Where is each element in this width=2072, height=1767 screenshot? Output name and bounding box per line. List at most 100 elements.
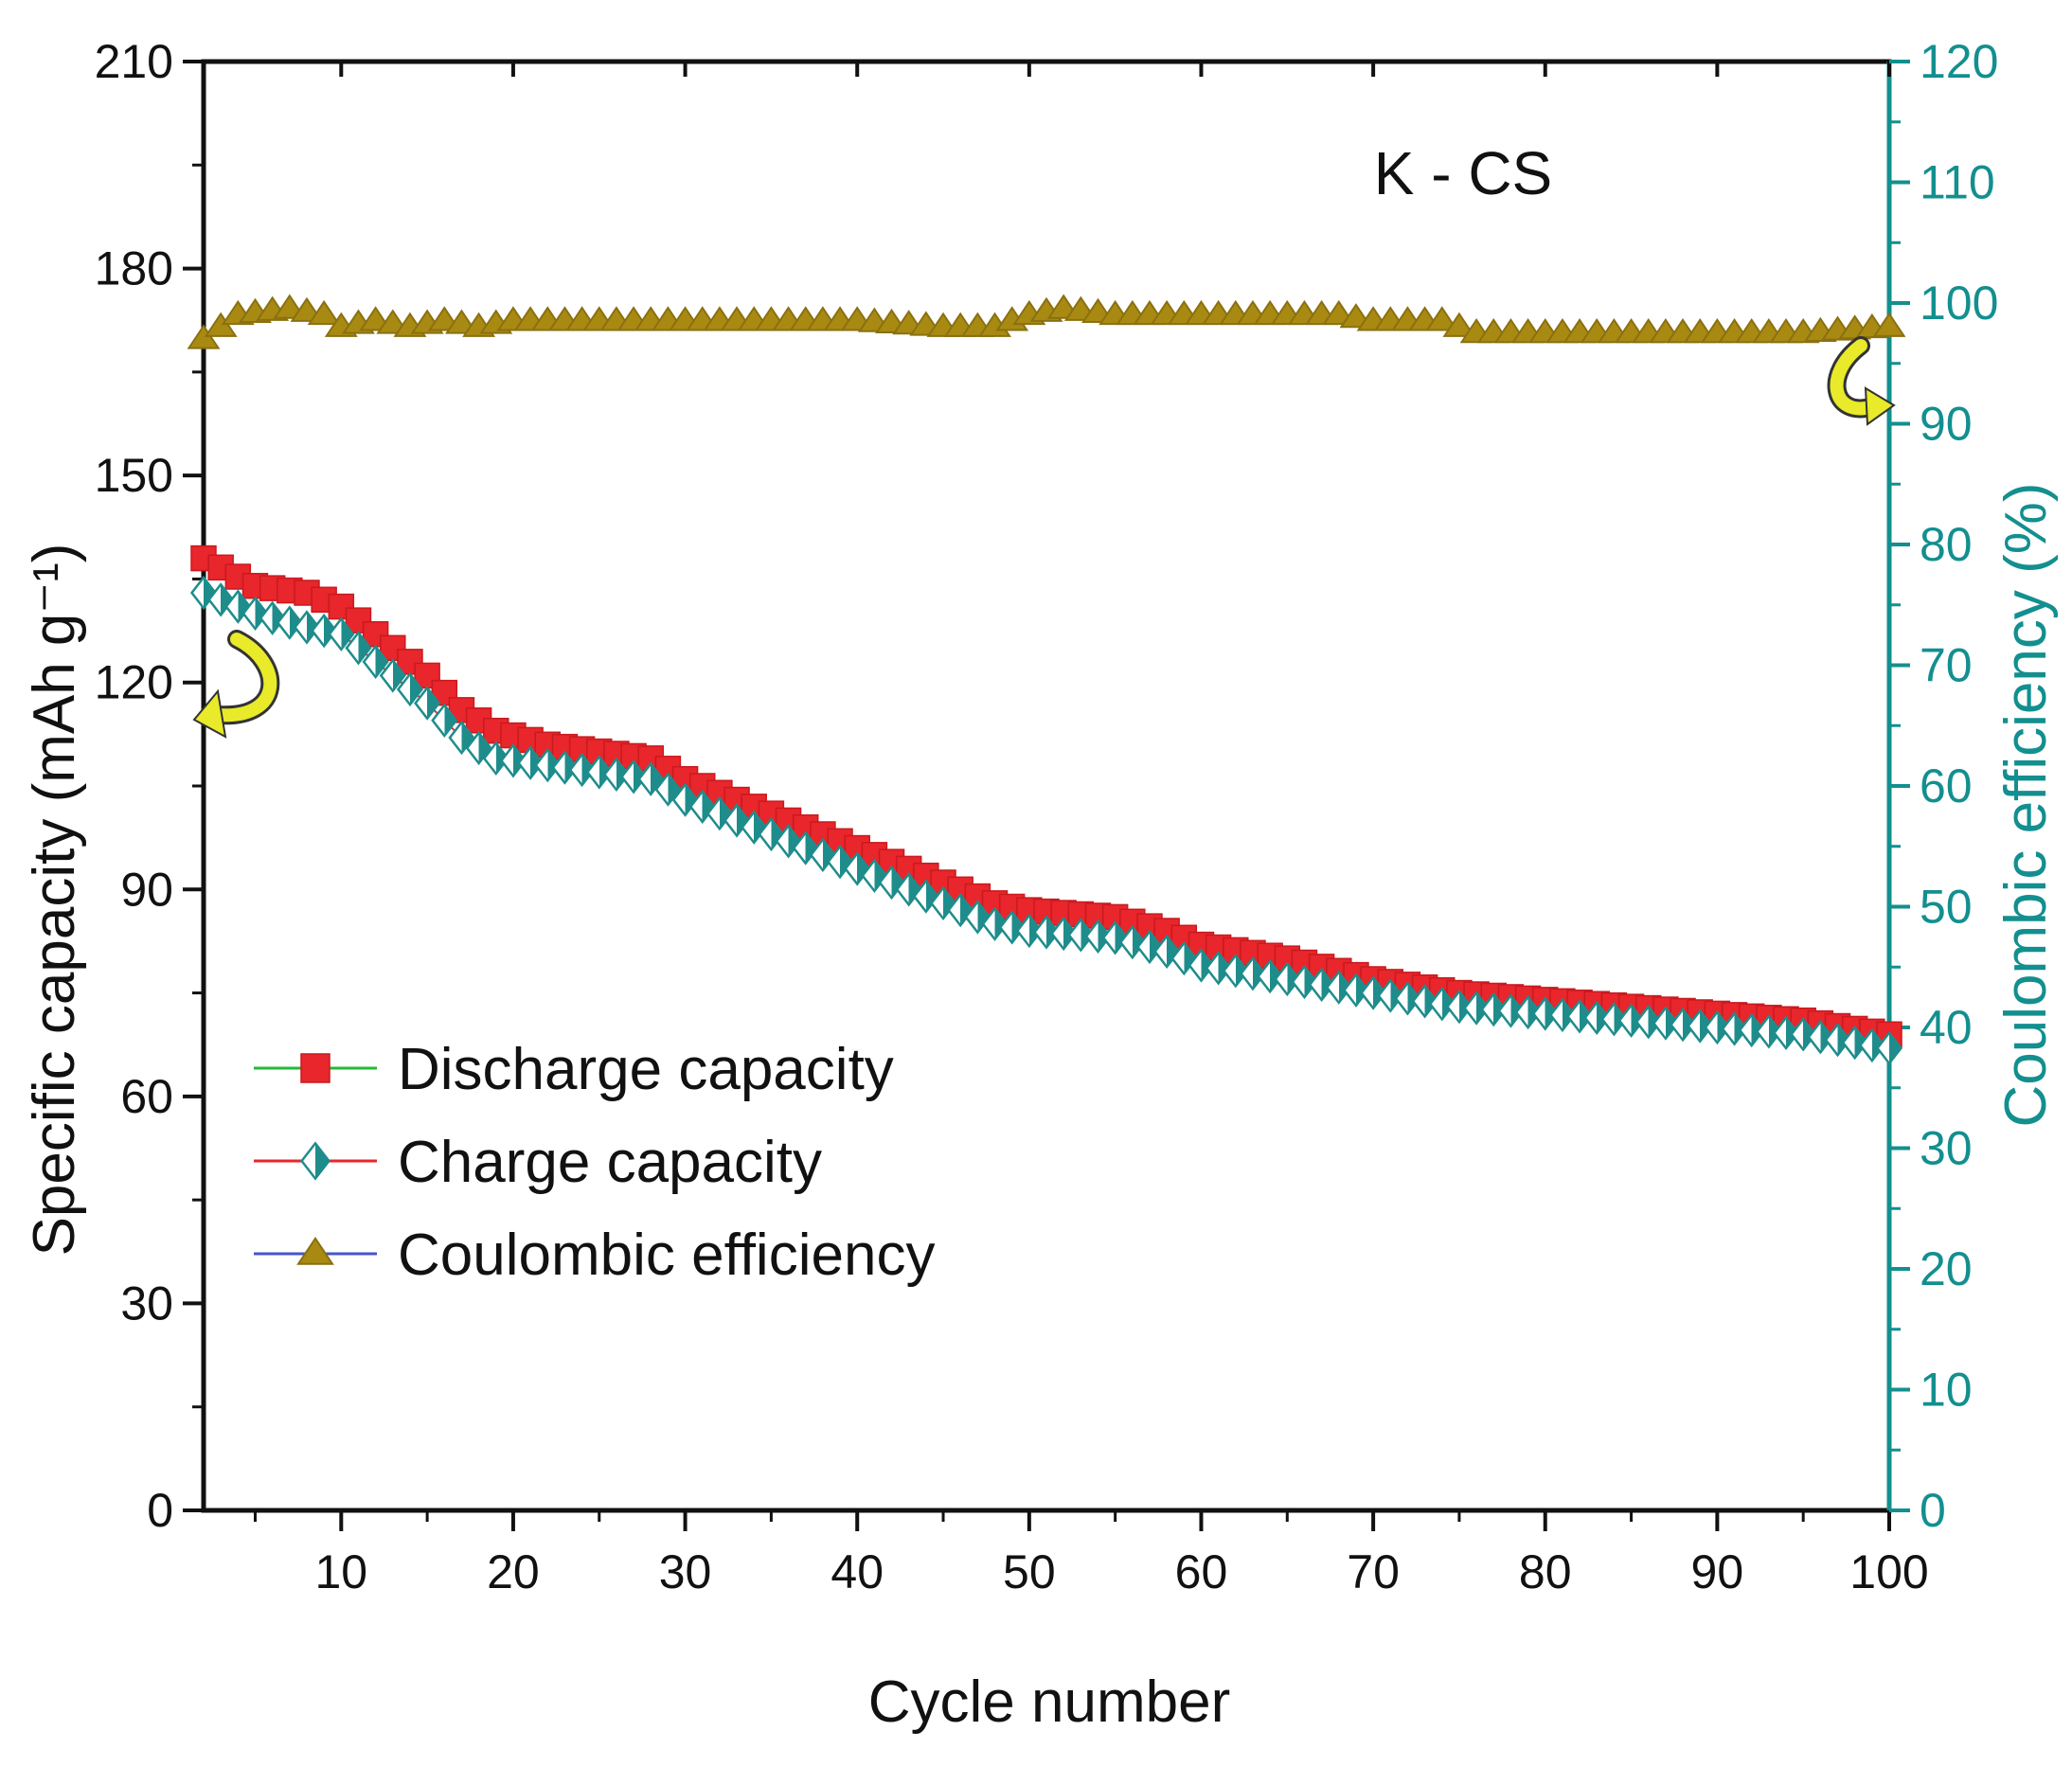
data-point <box>1721 1011 1748 1046</box>
data-point <box>947 892 974 928</box>
data-point <box>1566 999 1594 1034</box>
data-point <box>1084 919 1112 954</box>
data-point <box>1188 948 1215 983</box>
data-point <box>1669 1007 1697 1043</box>
right-y-axis-title: Coulombic efficiency (%) <box>1993 482 2059 1127</box>
y-left-tick-label-150: 150 <box>95 449 173 502</box>
data-point <box>1634 1005 1662 1040</box>
data-point <box>1824 1022 1851 1058</box>
legend-entry-square: Discharge capacity <box>254 1037 894 1102</box>
data-point <box>204 312 238 337</box>
data-point <box>1257 958 1284 994</box>
y-right-tick-label-10: 10 <box>1920 1364 1973 1417</box>
x-tick-label-70: 70 <box>1347 1545 1400 1598</box>
series-triangle <box>187 294 1906 349</box>
legend-marker <box>300 1053 330 1083</box>
data-point <box>551 750 579 785</box>
arrow-right-head <box>1864 386 1896 426</box>
data-point <box>396 671 424 707</box>
y-right-tick-label-40: 40 <box>1920 1001 1973 1054</box>
y-right-tick-label-90: 90 <box>1920 398 1973 451</box>
y-left-tick-label-180: 180 <box>95 242 173 295</box>
data-point <box>465 730 492 766</box>
data-point <box>1687 1008 1714 1044</box>
data-point <box>345 631 372 666</box>
x-tick-label-80: 80 <box>1519 1545 1572 1598</box>
plot-frame <box>201 59 1892 1513</box>
series-square <box>190 544 1902 1048</box>
data-point <box>517 745 545 780</box>
data-point <box>1342 973 1369 1008</box>
legend-label: Coulombic efficiency <box>398 1223 935 1288</box>
data-point <box>1291 964 1318 1000</box>
data-point <box>1872 312 1906 337</box>
data-point <box>362 644 389 680</box>
left-y-axis-title: Specific capacity (mAh g⁻¹) <box>22 544 87 1257</box>
data-point <box>620 759 648 794</box>
data-point <box>998 910 1026 945</box>
data-point <box>1425 306 1459 331</box>
data-point <box>568 752 596 788</box>
legend-entry-half-diamond: Charge capacity <box>254 1130 822 1195</box>
legend-label: Discharge capacity <box>398 1037 894 1102</box>
y-right-tick-label-20: 20 <box>1920 1242 1973 1295</box>
data-point <box>1600 1002 1628 1037</box>
y-left-tick-label-30: 30 <box>120 1276 173 1330</box>
data-point <box>1463 991 1491 1026</box>
y-right-tick-label-30: 30 <box>1920 1122 1973 1175</box>
data-point <box>1394 981 1421 1016</box>
x-tick-label-40: 40 <box>831 1545 884 1598</box>
data-point <box>1274 961 1301 997</box>
data-point <box>1480 991 1508 1027</box>
data-point <box>379 658 406 693</box>
data-point <box>534 747 562 783</box>
x-tick-label-90: 90 <box>1691 1545 1744 1598</box>
legend-label: Charge capacity <box>398 1130 822 1195</box>
data-point <box>448 720 475 756</box>
data-point <box>187 324 221 349</box>
x-tick-label-100: 100 <box>1849 1545 1928 1598</box>
data-point <box>1428 987 1456 1022</box>
legend-marker <box>300 1141 330 1181</box>
data-point <box>1583 1000 1611 1035</box>
arrow-left-shaft <box>211 633 277 723</box>
arrow-right-shaft <box>1830 339 1877 416</box>
data-point <box>1841 1025 1868 1061</box>
data-point <box>809 837 836 873</box>
y-left-tick-label-60: 60 <box>120 1070 173 1123</box>
data-point <box>414 686 441 721</box>
data-point <box>1875 1030 1903 1066</box>
legend-entry-triangle: Coulombic efficiency <box>254 1223 935 1288</box>
data-point <box>259 600 286 635</box>
data-point <box>1050 916 1078 952</box>
x-axis-title: Cycle number <box>868 1669 1230 1735</box>
data-point <box>1308 967 1335 1002</box>
data-point <box>1704 1009 1731 1045</box>
y-left-tick-label-0: 0 <box>147 1484 173 1537</box>
data-point <box>1118 924 1146 960</box>
data-point <box>1222 954 1249 989</box>
y-right-tick-label-80: 80 <box>1920 518 1973 571</box>
data-point <box>293 610 321 645</box>
data-point <box>1325 970 1352 1005</box>
legend: Discharge capacity Charge capacity Coulomb… <box>254 1037 935 1288</box>
data-point <box>1497 993 1525 1028</box>
data-point <box>1617 1003 1645 1038</box>
y-left-tick-label-120: 120 <box>95 656 173 709</box>
data-point <box>654 772 682 807</box>
data-point <box>1135 929 1164 965</box>
y-right-tick-label-100: 100 <box>1920 277 1998 330</box>
data-point <box>328 616 355 651</box>
x-tick-label-50: 50 <box>1003 1545 1056 1598</box>
y-right-tick-label-70: 70 <box>1920 639 1973 692</box>
data-point <box>1790 1017 1817 1052</box>
x-tick-label-30: 30 <box>659 1545 712 1598</box>
data-point <box>1772 1015 1800 1050</box>
data-point <box>1205 951 1232 986</box>
data-point <box>1858 1027 1885 1063</box>
data-point <box>981 906 1009 941</box>
data-point <box>1531 996 1559 1031</box>
series-line <box>203 557 1890 1036</box>
x-tick-label-20: 20 <box>487 1545 540 1598</box>
data-point <box>1445 989 1473 1025</box>
